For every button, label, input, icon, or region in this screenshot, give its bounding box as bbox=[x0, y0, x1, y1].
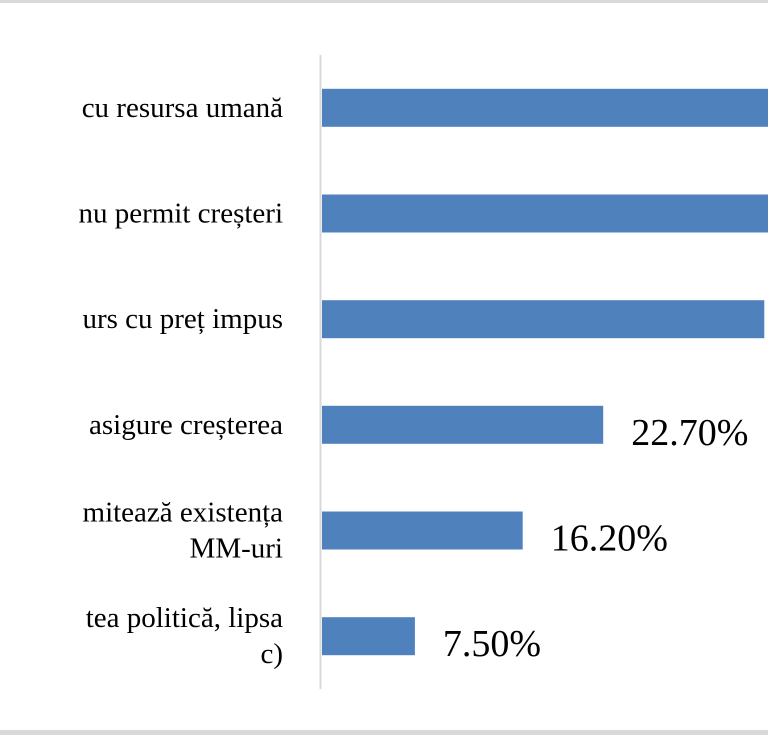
value-labels-layer: 22.70% 16.20% 7.50% bbox=[443, 412, 748, 665]
category-label-3: urs cu preț impus bbox=[82, 303, 283, 335]
bar-chart: cu resursa umană nu permit creșteri urs cu… bbox=[78, 55, 768, 689]
category-label-5-line-2: MM-uri bbox=[190, 533, 283, 565]
category-labels-layer: cu resursa umană nu permit creșteri urs cu… bbox=[78, 92, 283, 670]
bars-layer bbox=[322, 88, 768, 656]
bar-4 bbox=[322, 405, 604, 444]
category-label-5-line-1: mitează existența bbox=[83, 497, 284, 529]
category-label-4: asigure creșterea bbox=[89, 409, 283, 441]
bar-2 bbox=[322, 194, 768, 233]
value-label-6: 7.50% bbox=[443, 623, 541, 665]
value-label-5: 16.20% bbox=[551, 518, 668, 560]
value-label-4: 22.70% bbox=[631, 412, 748, 454]
bar-5 bbox=[322, 511, 523, 550]
bar-3 bbox=[322, 300, 765, 339]
category-label-1: cu resursa umană bbox=[82, 92, 283, 124]
category-label-6-line-1: tea politică, lipsa bbox=[86, 602, 283, 634]
bar-6 bbox=[322, 617, 415, 656]
category-label-6-line-2: c) bbox=[260, 638, 283, 670]
category-label-2: nu permit creșteri bbox=[78, 198, 283, 230]
bar-1 bbox=[322, 88, 768, 127]
